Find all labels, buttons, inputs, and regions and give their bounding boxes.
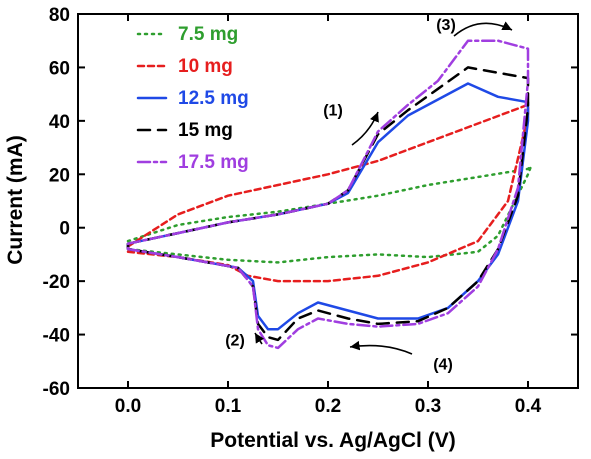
legend-entry: 10 mg [178, 56, 233, 77]
x-tick-label: 0.4 [515, 396, 542, 417]
x-tick-label: 0.1 [215, 396, 242, 417]
legend: 7.5 mg 10 mg 12.5 mg 15 mg 17.5 mg [136, 24, 249, 173]
y-axis-label: Current (mA) [4, 135, 27, 265]
series-line-7-5-mg [126, 165, 533, 264]
axis-ticks: 0.0 0.1 0.2 0.3 0.4 -60 -40 -20 0 20 40 60 80 [43, 5, 578, 417]
legend-entry: 15 mg [178, 120, 233, 141]
annotation-arrow [351, 111, 379, 146]
legend-entry: 17.5 mg [178, 152, 249, 173]
y-tick-label: -20 [43, 272, 70, 293]
y-tick-label: 80 [49, 5, 70, 26]
y-tick-label: 60 [49, 58, 70, 79]
annotation-arrow [453, 21, 513, 37]
x-tick-label: 0.2 [315, 396, 341, 417]
annotation-label: (4) [433, 356, 453, 373]
series-line-10-mg [126, 103, 530, 283]
y-tick-label: 40 [49, 112, 70, 133]
legend-entry: 7.5 mg [178, 24, 238, 45]
plot-area [77, 13, 579, 389]
y-tick-label: -40 [43, 326, 70, 347]
series-line-17-5-mg [126, 39, 530, 350]
y-tick-label: 0 [59, 219, 70, 240]
y-tick-label: 20 [49, 165, 70, 186]
x-tick-label: 0.0 [115, 396, 141, 417]
annotation-label: (2) [225, 332, 245, 349]
annotation-label: (1) [323, 103, 343, 120]
legend-entry: 12.5 mg [178, 88, 249, 109]
plot-frame [77, 13, 579, 389]
annotation-arrow [254, 332, 265, 345]
annotation-arrow [349, 340, 413, 355]
x-axis-label: Potential vs. Ag/AgCl (V) [210, 429, 455, 452]
annotation-label: (3) [436, 17, 456, 34]
x-tick-label: 0.3 [415, 396, 441, 417]
y-tick-label: -60 [43, 379, 70, 400]
series-layer [126, 39, 533, 350]
annotations: (1) (2) (3) (4) [225, 17, 513, 373]
